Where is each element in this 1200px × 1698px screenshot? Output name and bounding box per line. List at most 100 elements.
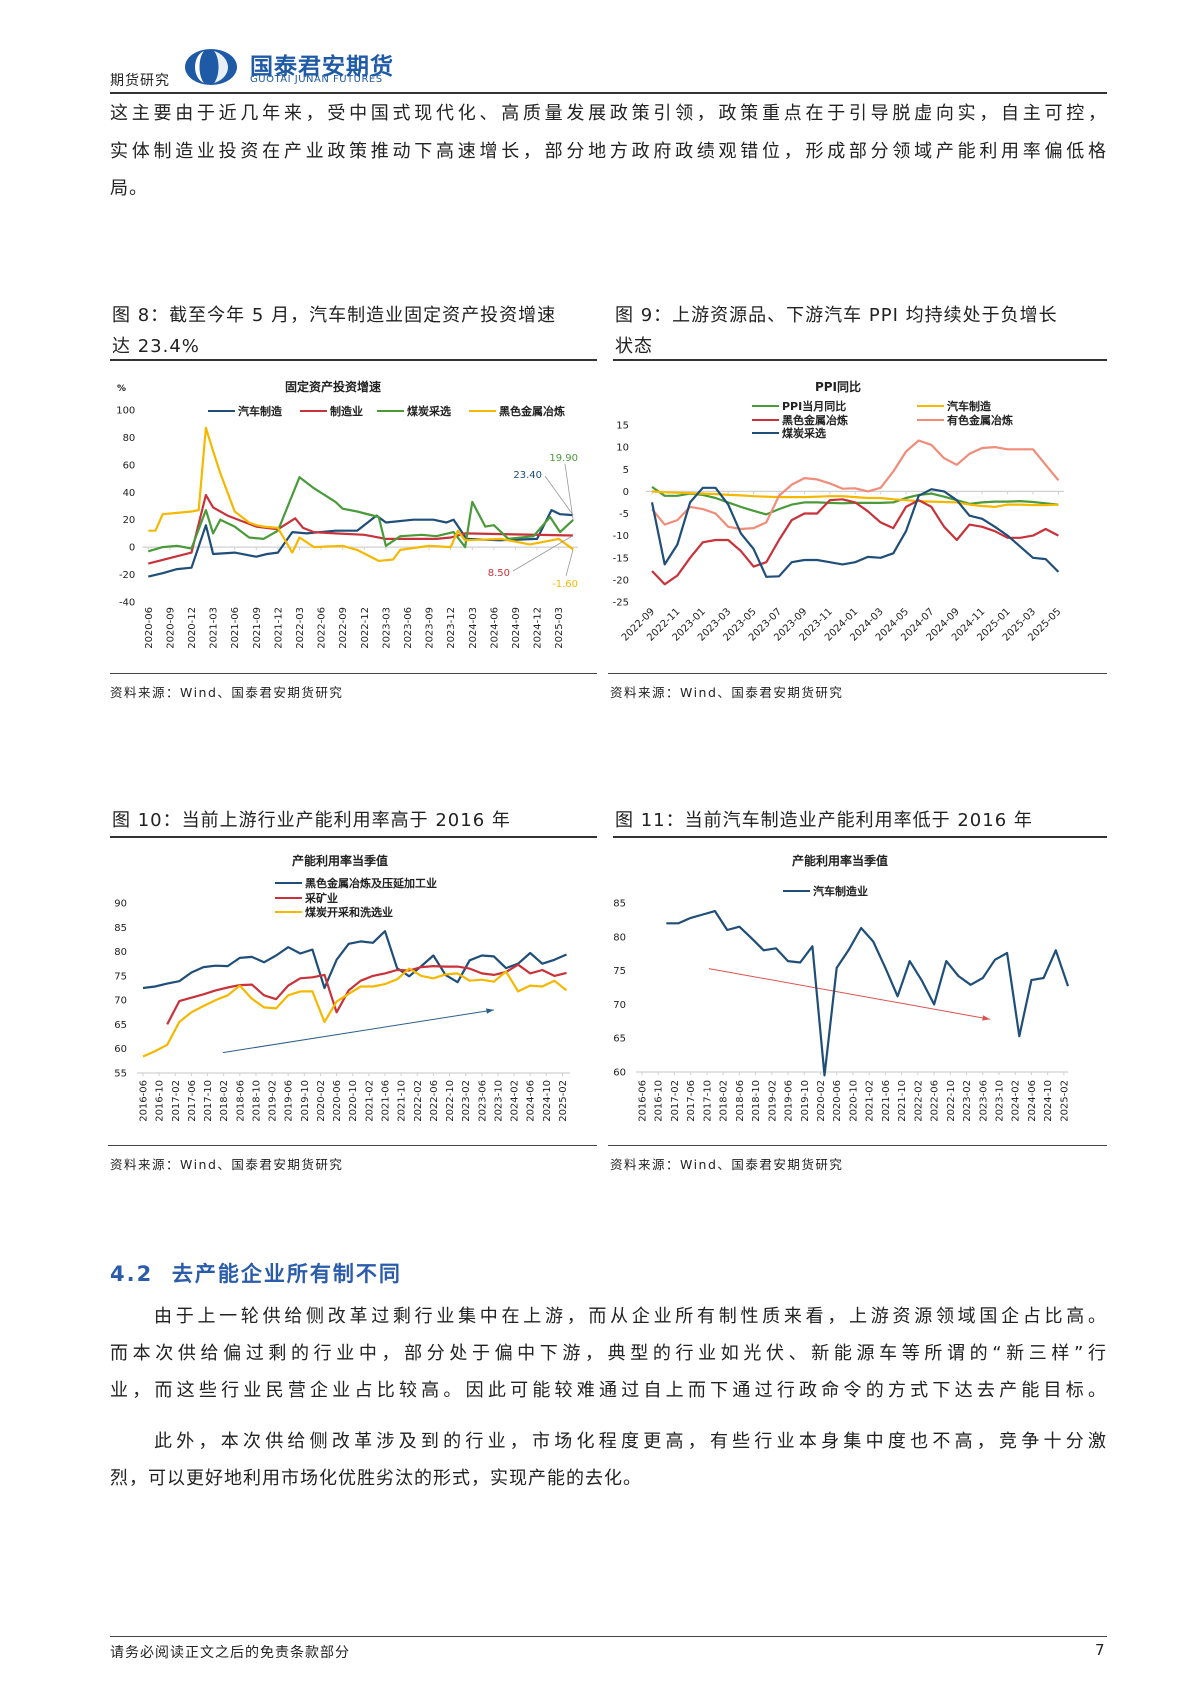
chart4-source-rule [608,1145,1107,1146]
x-tick-label: 2019-06 [284,1080,295,1122]
y-tick-label: 60 [613,1068,626,1079]
x-tick-label: 2024-06 [526,1080,537,1122]
y-tick-label: -20 [613,575,629,586]
x-tick-label: 2020-09 [165,607,176,649]
x-tick-label: 2023-03 [381,607,392,649]
x-tick-label: 2022-02 [413,1080,424,1122]
y-tick-label: 65 [114,1020,127,1031]
x-tick-label: 2022-10 [445,1080,456,1122]
chart3-upstream-capacity-utilization: 90 85 80 75 70 65 60 55 2016-06 2016-10 2017-02 201… [114,899,570,1122]
x-tick-label: 2018-06 [735,1080,746,1122]
chart2-source-rule [608,673,1107,674]
x-tick-label: 2022-06 [317,607,328,649]
x-tick-label: 2021-06 [881,1080,892,1122]
chart4-title: 产能利用率当季值 [791,854,889,868]
x-tick-label: 2020-10 [348,1080,359,1122]
x-tick-label: 2017-06 [686,1080,697,1122]
x-tick-label: 2021-09 [252,607,263,649]
x-tick-label: 2024-02 [1011,1080,1022,1122]
x-tick-label: 2020-10 [848,1080,859,1122]
chart1-source: 资料来源：Wind、国泰君安期货研究 [110,685,344,700]
series-line [142,967,568,1058]
data-label: 23.40 [513,470,542,481]
x-tick-label: 2021-10 [397,1080,408,1122]
x-tick-label: 2017-02 [171,1080,182,1122]
x-tick-label: 2024-09 [511,607,522,649]
x-tick-label: 2022-06 [930,1080,941,1122]
fig8-caption: 达 23.4% [112,336,200,357]
x-tick-label: 2018-10 [751,1080,762,1122]
fig11-caption-rule [613,836,1107,838]
y-tick-label: 80 [114,947,127,958]
fig11-caption: 图 11：当前汽车制造业产能利用率低于 2016 年 [615,810,1033,831]
x-tick-label: 2018-10 [251,1080,262,1122]
data-label: 8.50 [488,568,510,579]
x-tick-label: 2020-02 [816,1080,827,1122]
chart1-source-rule [110,673,597,674]
x-tick-label: 2024-10 [1043,1080,1054,1122]
x-tick-label: 2021-12 [273,607,284,649]
chart3-source-rule [108,1145,597,1146]
series-line [148,493,574,565]
x-tick-label: 2023-06 [978,1080,989,1122]
x-tick-label: 2018-02 [719,1080,730,1122]
paragraph-line: 此外，本次供给侧改革涉及到的行业，市场化程度更高，有些行业本身集中度也不高，竞争… [154,1431,1107,1452]
y-tick-label: -15 [613,553,629,564]
annotation-leader-line [564,463,574,520]
x-tick-label: 2023-02 [461,1080,472,1122]
y-tick-label: 55 [114,1069,127,1080]
x-tick-label: 2016-06 [638,1080,649,1122]
x-tick-label: 2016-10 [155,1080,166,1122]
y-tick-label: 80 [123,433,136,444]
chart2-title: PPI同比 [814,380,862,394]
chart4-legend-item: 汽车制造业 [783,883,868,899]
x-tick-label: 2023-10 [493,1080,504,1122]
paragraph-line: 烈，可以更好地利用市场化优胜劣汰的形式，实现产能的去化。 [110,1468,642,1489]
x-tick-label: 2022-09 [338,607,349,649]
annotation-leader-line [512,535,574,572]
x-tick-label: 2022-02 [913,1080,924,1122]
x-tick-label: 2017-06 [187,1080,198,1122]
legend-label: 制造业 [330,405,363,418]
chart3-legend-item: 黑色金属冶炼及压延加工业 [275,875,437,891]
x-tick-label: 2024-10 [542,1080,553,1122]
x-tick-label: 2019-02 [268,1080,279,1122]
x-tick-label: 2020-06 [832,1080,843,1122]
fig10-caption: 图 10：当前上游行业产能利用率高于 2016 年 [112,810,511,831]
fig9-caption: 图 9：上游资源品、下游汽车 PPI 均持续处于负增长 [615,305,1058,326]
logo-name-cn: 国泰君安期货 [250,54,394,80]
x-tick-label: 2017-10 [702,1080,713,1122]
x-tick-label: 2024-06 [489,607,500,649]
fig8-caption-rule [110,359,597,361]
y-tick-label: -5 [619,509,629,520]
chart3-legend-item: 煤炭开采和洗选业 [275,904,393,920]
legend-label: 黑色金属冶炼 [499,405,565,418]
x-tick-label: 2019-10 [800,1080,811,1122]
page-number: 7 [1095,1641,1105,1659]
legend-label: PPI当月同比 [782,400,847,413]
y-tick-label: -20 [119,570,135,581]
logo-icon [185,49,237,85]
x-tick-label: 2022-12 [360,607,371,649]
x-tick-label: 2017-02 [670,1080,681,1122]
chart2-legend-item: 有色金属冶炼 [917,412,1013,428]
paragraph-line: 而本次供给偏过剩的行业中，部分处于偏中下游，典型的行业如光伏、新能源车等所谓的“… [110,1343,1107,1364]
chart1-title: 固定资产投资增速 [284,380,382,394]
x-tick-label: 2021-02 [865,1080,876,1122]
x-tick-label: 2021-06 [230,607,241,649]
legend-label: 煤炭采选 [782,427,826,440]
chart4-source: 资料来源：Wind、国泰君安期货研究 [610,1157,844,1172]
x-tick-label: 2020-12 [187,607,198,649]
x-tick-label: 2019-02 [767,1080,778,1122]
chart2-legend-item: 黑色金属冶炼 [752,412,848,428]
x-tick-label: 2025-02 [558,1080,569,1122]
logo-name-en: GUOTAI JUNAN FUTURES [250,74,383,85]
intro-line: 局。 [110,178,148,199]
y-tick-label: 0 [623,487,629,498]
chart2-legend-item: 煤炭采选 [752,425,826,441]
y-tick-label: 70 [114,996,127,1007]
x-tick-label: 2021-06 [380,1080,391,1122]
y-tick-label: 60 [123,460,136,471]
y-tick-label: 85 [613,899,626,910]
